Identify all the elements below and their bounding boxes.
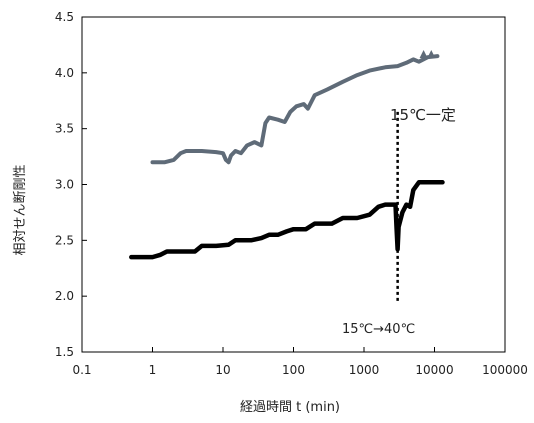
series-marker-1 <box>427 49 436 58</box>
x-tick-label: 1000 <box>349 363 380 377</box>
x-axis-title: 経過時間 t (min) <box>240 400 340 415</box>
x-tick-label: 100000 <box>482 363 528 377</box>
x-tick-label: 100 <box>282 363 305 377</box>
y-tick-label: 3.5 <box>55 122 74 136</box>
y-tick-label: 2.5 <box>55 233 74 247</box>
series-marker-1 <box>419 49 428 58</box>
y-tick-label: 2.0 <box>55 289 74 303</box>
y-axis-title: 相対せん断剛性 <box>13 164 28 255</box>
x-tick-label: 0.1 <box>72 363 91 377</box>
annotation-constant-temperature: 15℃一定 <box>390 106 456 124</box>
y-tick-label: 1.5 <box>55 345 74 359</box>
plot-area: 0.1 1 10 100 1000 10000 100000 1.5 2.0 2.5 3.0 3.5 4… <box>55 10 528 377</box>
annotation-temperature-change: 15℃→40℃ <box>342 322 415 337</box>
x-tick-label: 10 <box>215 363 230 377</box>
x-tick-label: 1 <box>149 363 157 377</box>
y-tick-label: 4.5 <box>55 10 74 24</box>
series-line-1 <box>150 54 440 165</box>
series-line-2 <box>129 180 445 260</box>
x-tick-label: 10000 <box>415 363 453 377</box>
y-tick-label: 3.0 <box>55 178 74 192</box>
y-tick-label: 4.0 <box>55 66 74 80</box>
